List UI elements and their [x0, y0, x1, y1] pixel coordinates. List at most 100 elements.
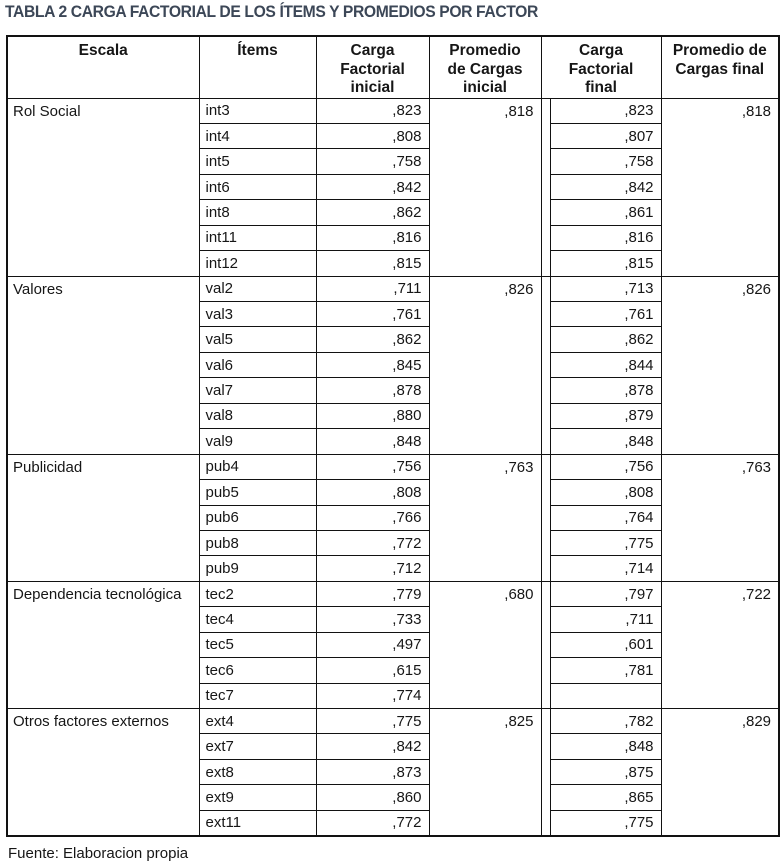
- table-row: ext8 ,873 ,875: [7, 758, 779, 786]
- carga-final-cell: ,758: [549, 148, 662, 175]
- carga-final-cell: ,878: [549, 377, 662, 404]
- table-row: pub8 ,772 ,775: [7, 529, 779, 557]
- carga-final-cell: ,601: [549, 631, 662, 659]
- item-cell: int4: [198, 122, 317, 150]
- carga-inicial-cell: ,842: [315, 173, 430, 201]
- table-row: int6 ,842 ,842: [7, 173, 779, 201]
- carga-final-cell: ,807: [549, 122, 662, 150]
- item-cell: int3: [198, 97, 317, 124]
- promedio-inicial-cell: ,763: [428, 453, 542, 582]
- carga-inicial-cell: ,845: [315, 351, 430, 379]
- item-cell: ext7: [198, 733, 317, 760]
- item-cell: ext4: [198, 707, 317, 735]
- item-cell: int5: [198, 148, 317, 175]
- item-cell: tec4: [198, 606, 317, 633]
- carga-final-cell: ,775: [549, 809, 662, 837]
- item-cell: pub6: [198, 504, 317, 531]
- source-note: Fuente: Elaboracion propia: [8, 844, 189, 862]
- item-cell: val9: [198, 428, 317, 455]
- carga-inicial-cell: ,816: [315, 224, 430, 252]
- table-row: val6 ,845 ,844: [7, 351, 779, 379]
- carga-final-cell: ,711: [549, 606, 662, 633]
- item-cell: pub9: [198, 555, 317, 582]
- carga-inicial-cell: ,862: [315, 326, 430, 353]
- carga-inicial-cell: ,848: [315, 428, 430, 455]
- carga-final-cell: ,808: [549, 479, 662, 506]
- carga-inicial-cell: ,808: [315, 122, 430, 150]
- carga-final-cell: ,816: [549, 224, 662, 252]
- carga-final-cell: ,862: [549, 326, 662, 353]
- table-row: int4 ,808 ,807: [7, 122, 779, 150]
- carga-inicial-cell: ,772: [315, 809, 430, 837]
- promedio-final-cell: ,818: [660, 97, 780, 277]
- table-row: Rol Social int3 ,823 ,818 ,823 ,818: [6, 97, 780, 277]
- item-cell: val8: [198, 402, 317, 430]
- carga-final-cell: ,844: [549, 351, 662, 379]
- carga-inicial-cell: ,774: [315, 682, 430, 710]
- table-header-row: Escala Ítems Carga Factorial inicial Pro…: [6, 35, 780, 99]
- item-cell: ext8: [198, 758, 317, 786]
- carga-inicial-cell: ,873: [315, 758, 430, 786]
- table-row: val7 ,878 ,878: [7, 377, 779, 404]
- carga-final-cell: ,775: [549, 529, 662, 557]
- header-items: Ítems: [198, 35, 317, 99]
- escala-cell: Valores: [6, 275, 200, 455]
- table-row: val3 ,761 ,761: [7, 300, 779, 328]
- item-cell: pub4: [198, 453, 317, 481]
- carga-inicial-cell: ,815: [315, 250, 430, 277]
- group-dependencia-tecnologica: Dependencia tecnológica tec2 ,779 ,680 ,…: [6, 580, 780, 710]
- promedio-inicial-cell: ,825: [428, 707, 542, 837]
- carga-final-cell: ,756: [549, 453, 662, 481]
- escala-cell: Dependencia tecnológica: [6, 580, 200, 710]
- table-row: Valores val2 ,711 ,826 ,713 ,826: [6, 275, 780, 455]
- carga-inicial-cell: ,497: [315, 631, 430, 659]
- header-promedio-final: Promedio de Cargas final: [660, 35, 780, 99]
- carga-inicial-cell: ,711: [315, 275, 430, 303]
- carga-inicial-cell: ,615: [315, 657, 430, 684]
- item-cell: pub5: [198, 479, 317, 506]
- table-row: Publicidad pub4 ,756 ,763 ,756 ,763: [6, 453, 780, 582]
- carga-final-cell: ,782: [549, 707, 662, 735]
- carga-final-cell: ,781: [549, 657, 662, 684]
- carga-final-cell: ,823: [549, 97, 662, 124]
- carga-inicial-cell: ,766: [315, 504, 430, 531]
- item-cell: tec6: [198, 657, 317, 684]
- table-row: ext7 ,842 ,848: [7, 733, 779, 760]
- escala-cell: Publicidad: [6, 453, 200, 582]
- promedio-final-cell: ,722: [660, 580, 780, 710]
- carga-final-cell: ,861: [549, 199, 662, 226]
- carga-final-cell: ,713: [549, 275, 662, 303]
- carga-inicial-cell: ,761: [315, 300, 430, 328]
- carga-inicial-cell: ,775: [315, 707, 430, 735]
- promedio-inicial-cell: ,818: [428, 97, 542, 277]
- carga-final-cell-empty: [549, 682, 662, 710]
- carga-final-cell: ,764: [549, 504, 662, 531]
- item-cell: tec2: [198, 580, 317, 608]
- table-row: ext11 ,772 ,775: [7, 809, 779, 837]
- table-row: int8 ,862 ,861: [7, 199, 779, 226]
- table-row: Dependencia tecnológica tec2 ,779 ,680 ,…: [6, 580, 780, 710]
- carga-final-cell: ,842: [549, 173, 662, 201]
- promedio-inicial-cell: ,826: [428, 275, 542, 455]
- group-publicidad: Publicidad pub4 ,756 ,763 ,756 ,763 pub5…: [6, 453, 780, 582]
- gutter-cell: [540, 276, 550, 455]
- carga-inicial-cell: ,862: [315, 199, 430, 226]
- carga-final-cell: ,848: [549, 428, 662, 455]
- header-carga-inicial: Carga Factorial inicial: [315, 35, 430, 99]
- carga-final-cell: ,875: [549, 758, 662, 786]
- carga-inicial-cell: ,772: [315, 529, 430, 557]
- item-cell: int8: [198, 199, 317, 226]
- promedio-final-cell: ,763: [660, 453, 780, 582]
- table-row: val5 ,862 ,862: [7, 326, 779, 353]
- carga-inicial-cell: ,756: [315, 453, 430, 481]
- carga-final-cell: ,815: [549, 250, 662, 277]
- carga-final-cell: ,879: [549, 402, 662, 430]
- page-title: TABLA 2 CARGA FACTORIAL DE LOS ÍTEMS Y P…: [5, 3, 538, 21]
- table-row: tec5 ,497 ,601: [7, 631, 779, 659]
- table-row: Otros factores externos ext4 ,775 ,825 ,…: [6, 707, 780, 837]
- item-cell: val2: [198, 275, 317, 303]
- promedio-inicial-cell: ,680: [428, 580, 542, 710]
- carga-inicial-cell: ,823: [315, 97, 430, 124]
- carga-inicial-cell: ,842: [315, 733, 430, 760]
- table-row: pub9 ,712 ,714: [7, 555, 779, 582]
